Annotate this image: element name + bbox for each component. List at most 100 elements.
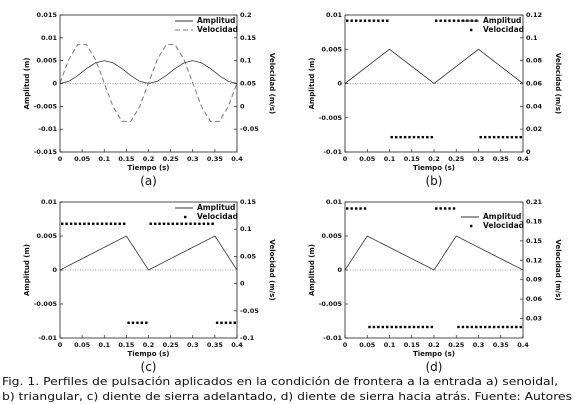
- velocity-dot: [399, 325, 402, 329]
- y-tick-label: -0.005: [34, 102, 58, 110]
- x-tick-label: 0.25: [163, 341, 180, 349]
- velocity-dot: [421, 135, 425, 139]
- velocity-dot: [448, 207, 451, 210]
- y2-tick-label: -0.1: [240, 334, 255, 342]
- x-tick-label: 0.35: [207, 155, 224, 163]
- velocity-dot: [488, 135, 491, 139]
- velocity-dot: [167, 222, 170, 225]
- x-tick-label: 0.3: [187, 155, 199, 163]
- velocity-dot: [515, 325, 518, 329]
- velocity-dot: [483, 325, 487, 329]
- y2-tick-label: 0.15: [240, 198, 257, 206]
- velocity-dot: [180, 222, 183, 225]
- y-tick-label: -0.015: [34, 148, 58, 156]
- y-tick-label: 0.01: [41, 198, 58, 206]
- velocity-dot: [114, 222, 117, 225]
- velocity-dot: [78, 222, 82, 225]
- velocity-dot: [417, 325, 420, 329]
- velocity-dot: [408, 135, 411, 139]
- x-tick-label: 0.15: [404, 155, 421, 163]
- velocity-dot: [417, 135, 420, 139]
- y-tick-label: -0.005: [34, 300, 58, 308]
- legend-label: Amplitud: [483, 16, 521, 25]
- velocity-dot: [412, 135, 416, 139]
- x-tick-label: 0.35: [493, 155, 510, 163]
- chart-panel: 0 0.05 0.1 0.15 0.2 0.25 0.3 0.35 0.4 -0.01 -0.005…: [308, 198, 562, 374]
- velocity-dot: [386, 325, 389, 329]
- y2-axis-title: Velocidad (m/s): [268, 239, 276, 300]
- velocity-dot: [408, 325, 411, 329]
- velocity-dot: [394, 135, 398, 139]
- y2-tick-label: 0.12: [526, 256, 542, 264]
- y2-tick-label: 0.2: [240, 11, 252, 19]
- legend-label: Velocidad: [483, 221, 524, 230]
- caption-line: Fig. 1. Perfiles de pulsación aplicados …: [2, 375, 558, 388]
- y-tick-label: 0.015: [36, 11, 57, 19]
- y-tick-label: 0.005: [321, 45, 342, 53]
- y2-tick-label: 0.21: [526, 198, 543, 206]
- caption-line: b) triangular, c) diente de sierra adela…: [2, 390, 572, 403]
- y2-tick-label: 0.06: [526, 80, 543, 88]
- x-tick-label: 0.05: [359, 341, 376, 349]
- velocity-dot: [461, 325, 465, 329]
- x-tick-label: 0.05: [74, 341, 91, 349]
- x-tick-label: 0.1: [98, 155, 110, 163]
- x-tick-label: 0.05: [74, 155, 91, 163]
- velocity-dot: [501, 135, 505, 139]
- panel-label: (c): [141, 360, 157, 374]
- legend-symbol: [184, 215, 187, 219]
- velocity-dot: [118, 222, 121, 225]
- y2-tick-label: 0.1: [240, 57, 252, 65]
- legend-label: Amplitud: [483, 212, 521, 221]
- velocity-dot: [350, 19, 353, 22]
- velocity-dot: [426, 135, 429, 139]
- y2-tick-label: 0.02: [526, 125, 542, 133]
- velocity-dot: [215, 321, 219, 324]
- velocity-dot: [452, 207, 456, 210]
- velocity-dot: [377, 325, 380, 329]
- x-tick-label: 0.05: [359, 155, 376, 163]
- y-axis-title: Amplitud (m): [308, 58, 316, 110]
- x-axis-title: Tiempo (s): [127, 350, 169, 358]
- velocity-dot: [386, 19, 389, 22]
- velocity-dot: [457, 19, 460, 22]
- velocity-dot: [492, 135, 496, 139]
- y2-tick-label: 0.04: [526, 102, 543, 110]
- velocity-dot: [140, 321, 144, 324]
- y2-tick-label: 0: [526, 148, 531, 156]
- legend-label: Velocidad: [483, 25, 524, 34]
- velocity-dot: [448, 19, 451, 22]
- y-tick-label: 0.01: [326, 11, 343, 19]
- x-tick-label: 0.25: [448, 155, 465, 163]
- legend-symbol: [470, 224, 473, 228]
- y2-tick-label: 0.05: [240, 252, 257, 260]
- velocity-dot: [426, 325, 429, 329]
- velocity-dot: [439, 19, 442, 22]
- y-tick-label: -0.01: [38, 334, 57, 342]
- y-tick-label: 0.005: [321, 232, 342, 240]
- velocity-dot: [105, 222, 108, 225]
- y-tick-label: -0.005: [319, 114, 343, 122]
- panel-label: (b): [426, 174, 443, 188]
- y-tick-label: -0.01: [323, 148, 342, 156]
- y2-tick-label: 0.08: [526, 57, 543, 65]
- velocity-dot: [390, 135, 393, 139]
- y-tick-label: 0: [52, 266, 57, 274]
- x-tick-label: 0.3: [187, 341, 199, 349]
- velocity-dot: [403, 135, 407, 139]
- y-axis-title: Amplitud (m): [23, 244, 31, 296]
- velocity-dot: [372, 325, 376, 329]
- velocity-dot: [510, 135, 514, 139]
- velocity-dot: [488, 325, 491, 329]
- velocity-dot: [171, 222, 175, 225]
- amplitude-line: [59, 235, 238, 271]
- velocity-dot: [202, 222, 206, 225]
- y2-axis-title: Velocidad (m/s): [554, 53, 562, 114]
- velocity-dot: [439, 207, 442, 210]
- x-tick-label: 0.35: [207, 341, 224, 349]
- y-tick-label: 0: [52, 80, 57, 88]
- y-tick-label: 0.01: [326, 198, 343, 206]
- velocity-dot: [381, 325, 385, 329]
- velocity-dot: [483, 135, 487, 139]
- x-tick-label: 0.4: [231, 341, 243, 349]
